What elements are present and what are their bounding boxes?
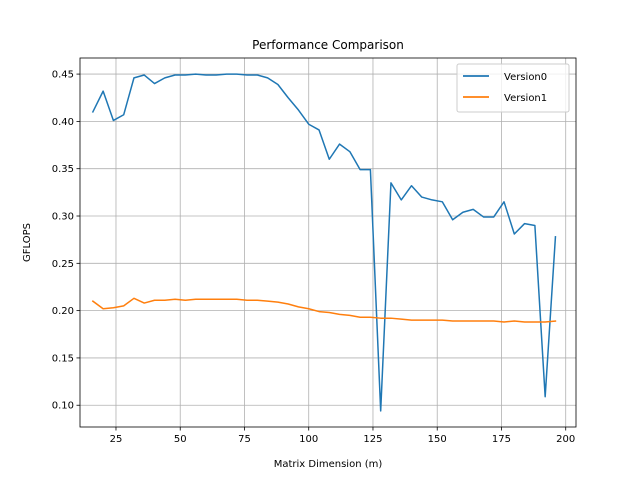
legend-label-version1: Version1 [504,93,547,104]
series-line-version1 [91,297,557,323]
x-tick-label: 75 [238,434,251,445]
y-tick-label: 0.40 [52,117,74,128]
x-tick-label: 200 [556,434,575,445]
y-tick-label: 0.30 [52,212,74,223]
y-tick-label: 0.45 [52,70,74,81]
series-layer [91,73,557,412]
x-tick-label: 50 [174,434,187,445]
x-tick-label: 25 [110,434,123,445]
y-tick-label: 0.15 [52,353,74,364]
y-axis-label: GFLOPS [22,223,33,262]
series-line-version0 [91,73,557,412]
chart-title: Performance Comparison [252,38,404,52]
x-axis-label: Matrix Dimension (m) [274,459,383,470]
y-tick-label: 0.25 [52,259,74,270]
y-tick-label: 0.35 [52,164,74,175]
legend-label-version0: Version0 [504,72,547,83]
legend: Version0 Version1 [456,63,570,113]
plot-frame [79,57,577,428]
axis-ticks: 25 50 75 100 125 150 175 200 0.10 0.15 0.20 0.25 0.3… [52,70,576,445]
x-tick-label: 175 [492,434,511,445]
x-tick-label: 125 [363,434,382,445]
grid-lines [80,58,576,427]
y-tick-label: 0.20 [52,306,74,317]
x-tick-label: 150 [428,434,447,445]
x-tick-label: 100 [299,434,318,445]
y-tick-label: 0.10 [52,401,74,412]
